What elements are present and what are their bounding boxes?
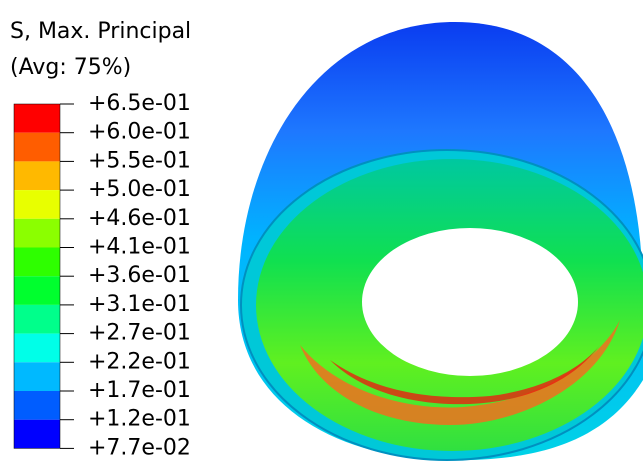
legend-label: +1.7e-01 — [88, 378, 191, 403]
legend-label: +3.1e-01 — [88, 292, 191, 317]
legend-swatch — [14, 248, 60, 277]
legend-label: +5.5e-01 — [88, 148, 191, 173]
legend-label: +4.6e-01 — [88, 206, 191, 231]
legend-label: +2.7e-01 — [88, 321, 191, 346]
legend-swatch — [14, 334, 60, 363]
legend-swatch — [14, 305, 60, 334]
legend-swatch — [14, 391, 60, 420]
legend-label: +3.6e-01 — [88, 263, 191, 288]
legend-title: S, Max. Principal — [10, 19, 191, 44]
legend-label: +2.2e-01 — [88, 349, 191, 374]
legend-swatch — [14, 104, 60, 133]
legend-swatch — [14, 362, 60, 391]
page: {"legend": {"title": "S, Max. Principal"… — [0, 0, 643, 464]
legend-swatch — [14, 219, 60, 248]
legend-swatch — [14, 133, 60, 162]
legend-swatch — [14, 190, 60, 219]
legend-label: +7.7e-02 — [88, 435, 191, 460]
legend: S, Max. Principal (Avg: 75%) +6.5e-01 +6.… — [10, 19, 191, 460]
legend-subtitle: (Avg: 75%) — [10, 55, 131, 80]
hole — [362, 228, 578, 376]
legend-swatch — [14, 276, 60, 305]
legend-label: +4.1e-01 — [88, 235, 191, 260]
viewport: S, Max. Principal (Avg: 75%) +6.5e-01 +6.… — [0, 0, 643, 464]
legend-swatch — [14, 161, 60, 190]
legend-label: +5.0e-01 — [88, 177, 191, 202]
legend-label: +6.0e-01 — [88, 120, 191, 145]
legend-label: +1.2e-01 — [88, 407, 191, 432]
legend-swatch — [14, 420, 60, 449]
legend-label: +6.5e-01 — [88, 91, 191, 116]
model — [238, 22, 643, 460]
